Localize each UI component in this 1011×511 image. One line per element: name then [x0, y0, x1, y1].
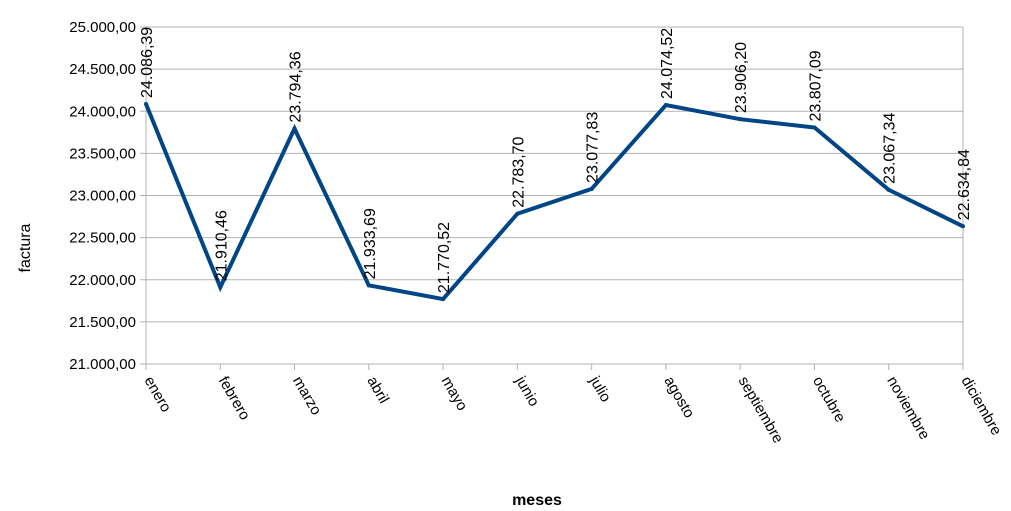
y-tick-label: 22.000,00: [69, 272, 136, 289]
x-tick-label: febrero: [215, 374, 253, 424]
data-point: [366, 283, 371, 288]
series-factura: [144, 101, 965, 302]
data-label: 22.783,70: [510, 136, 527, 207]
x-tick-label: abril: [363, 374, 392, 407]
data-point: [515, 211, 520, 216]
y-axis-ticks: 21.000,00 21.500,00 22.000,00 22.500,00 23.0…: [69, 19, 136, 373]
y-tick-label: 24.000,00: [69, 103, 136, 120]
y-tick-label: 23.500,00: [69, 145, 136, 162]
data-label: 23.794,36: [288, 51, 305, 122]
series-line: [144, 102, 964, 302]
data-label: 23.077,83: [585, 112, 602, 183]
y-tick-label: 21.000,00: [69, 356, 136, 373]
data-label: 24.086,39: [139, 27, 156, 98]
data-point: [738, 117, 743, 122]
data-label: 23.807,09: [807, 50, 824, 121]
y-tick-label: 24.500,00: [69, 61, 136, 78]
data-point: [961, 224, 965, 229]
data-point: [589, 186, 594, 191]
data-label: 22.634,84: [956, 149, 973, 220]
data-label: 24.074,52: [659, 28, 676, 99]
y-tick-label: 23.000,00: [69, 188, 136, 205]
data-label: 21.910,46: [213, 210, 230, 281]
x-tick-label: marzo: [289, 374, 325, 419]
data-point: [292, 126, 297, 131]
x-axis-title: meses: [512, 492, 562, 509]
data-label: 21.933,69: [362, 208, 379, 279]
y-tick-label: 25.000,00: [69, 19, 136, 36]
data-point: [812, 125, 817, 130]
data-labels: 24.086,39 21.910,46 23.794,36 21.933,69 21.7…: [139, 27, 973, 293]
x-tick-label: octubre: [809, 374, 849, 426]
y-tick-label: 22.500,00: [69, 230, 136, 247]
data-point: [886, 187, 891, 192]
x-tick-label: junio: [511, 373, 542, 410]
x-tick-label: agosto: [660, 374, 697, 422]
data-label: 23.906,20: [733, 42, 750, 113]
data-label: 21.770,52: [436, 222, 453, 293]
x-tick-label: diciembre: [958, 374, 1005, 439]
x-axis-ticks: enero febrero marzo abril mayo junio julio agos…: [141, 373, 1005, 447]
y-axis-title: factura: [17, 223, 34, 272]
x-tick-label: enero: [141, 374, 175, 416]
data-point: [441, 297, 446, 302]
data-point: [144, 101, 148, 106]
x-tick-label: julio: [586, 373, 615, 405]
data-label: 23.067,34: [882, 113, 899, 184]
data-point: [663, 102, 668, 107]
y-tick-label: 21.500,00: [69, 314, 136, 331]
x-tick-label: noviembre: [883, 374, 933, 443]
x-tick-label: mayo: [438, 374, 471, 414]
x-tick-label: septiembre: [735, 374, 787, 447]
data-point: [218, 285, 223, 290]
